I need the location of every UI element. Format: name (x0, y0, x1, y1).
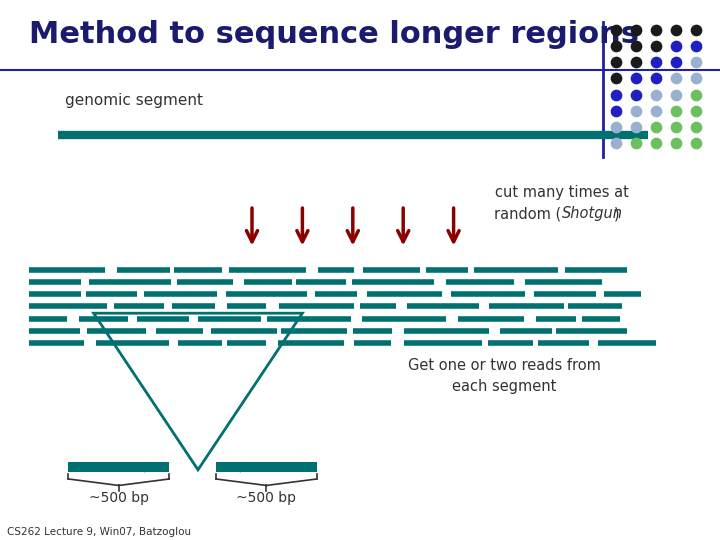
Point (650, 42, 662, 50)
Text: ): ) (613, 206, 619, 221)
Point (650, 106, 662, 115)
Point (690, 90, 702, 99)
Point (610, 58, 621, 66)
Point (630, 25, 642, 34)
Point (630, 74, 642, 83)
Point (670, 106, 682, 115)
Point (670, 42, 682, 50)
Point (630, 106, 642, 115)
Point (690, 74, 702, 83)
Point (670, 90, 682, 99)
Point (610, 123, 621, 131)
Point (610, 74, 621, 83)
Point (690, 58, 702, 66)
FancyBboxPatch shape (68, 462, 169, 472)
Point (670, 139, 682, 147)
Text: each segment: each segment (452, 379, 556, 394)
Point (630, 58, 642, 66)
Text: genomic segment: genomic segment (65, 93, 203, 108)
Point (650, 25, 662, 34)
Text: cut many times at: cut many times at (495, 185, 629, 200)
FancyBboxPatch shape (216, 462, 317, 472)
Text: Shotgun: Shotgun (562, 206, 623, 221)
Point (690, 139, 702, 147)
Point (650, 139, 662, 147)
Text: ~500 bp: ~500 bp (236, 491, 297, 505)
Point (670, 123, 682, 131)
Point (650, 58, 662, 66)
Point (610, 139, 621, 147)
Text: random (: random ( (495, 206, 562, 221)
Point (610, 90, 621, 99)
Text: ~500 bp: ~500 bp (89, 491, 149, 505)
Point (690, 123, 702, 131)
Text: CS262 Lecture 9, Win07, Batzoglou: CS262 Lecture 9, Win07, Batzoglou (7, 527, 192, 537)
Point (690, 25, 702, 34)
Point (670, 74, 682, 83)
Point (630, 139, 642, 147)
Point (610, 106, 621, 115)
Point (630, 123, 642, 131)
Point (690, 42, 702, 50)
Point (670, 25, 682, 34)
Text: Get one or two reads from: Get one or two reads from (408, 357, 600, 373)
Point (630, 90, 642, 99)
Point (690, 106, 702, 115)
Point (610, 42, 621, 50)
Point (630, 42, 642, 50)
Point (650, 74, 662, 83)
Text: Method to sequence longer regions: Method to sequence longer regions (29, 19, 639, 49)
Point (670, 58, 682, 66)
Point (650, 90, 662, 99)
Point (650, 123, 662, 131)
Point (610, 25, 621, 34)
